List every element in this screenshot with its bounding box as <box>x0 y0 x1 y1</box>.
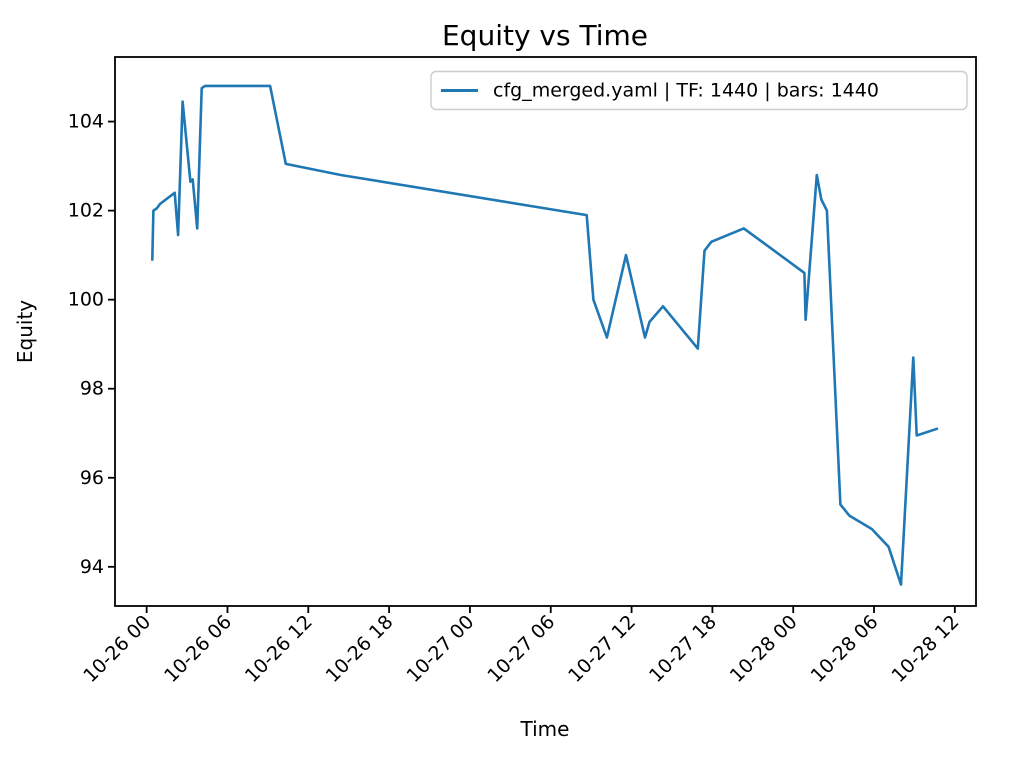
y-tick-label: 94 <box>80 556 104 578</box>
x-axis-label: Time <box>520 717 570 741</box>
x-tick-label: 10-28 06 <box>807 611 883 687</box>
x-tick-label: 10-26 00 <box>79 611 155 687</box>
legend-label: cfg_merged.yaml | TF: 1440 | bars: 1440 <box>493 80 879 102</box>
y-axis-label: Equity <box>13 300 37 363</box>
x-tick-label: 10-28 12 <box>887 611 963 687</box>
y-tick-label: 104 <box>68 111 104 133</box>
x-tick-label: 10-26 18 <box>322 611 398 687</box>
x-tick-label: 10-27 18 <box>645 611 721 687</box>
x-tick-label: 10-27 00 <box>402 611 478 687</box>
x-tick-label: 10-27 12 <box>564 611 640 687</box>
x-tick-label: 10-26 12 <box>241 611 317 687</box>
x-tick-label: 10-28 00 <box>726 611 802 687</box>
y-tick-label: 98 <box>80 378 104 400</box>
y-tick-label: 102 <box>68 200 104 222</box>
legend: cfg_merged.yaml | TF: 1440 | bars: 1440 <box>430 70 968 111</box>
y-axis-ticks: 94 96 98 100 102 104 <box>68 111 115 578</box>
y-tick-label: 100 <box>68 289 104 311</box>
x-axis-ticks: 10-26 00 10-26 06 10-26 12 10-26 18 10-27 00… <box>79 606 963 687</box>
legend-frame <box>430 70 968 111</box>
x-tick-label: 10-27 06 <box>483 611 559 687</box>
x-tick-label: 10-26 06 <box>160 611 236 687</box>
y-tick-label: 96 <box>80 467 104 489</box>
equity-line <box>151 84 939 586</box>
chart-title: Equity vs Time <box>442 19 648 52</box>
plot-border <box>114 56 977 607</box>
